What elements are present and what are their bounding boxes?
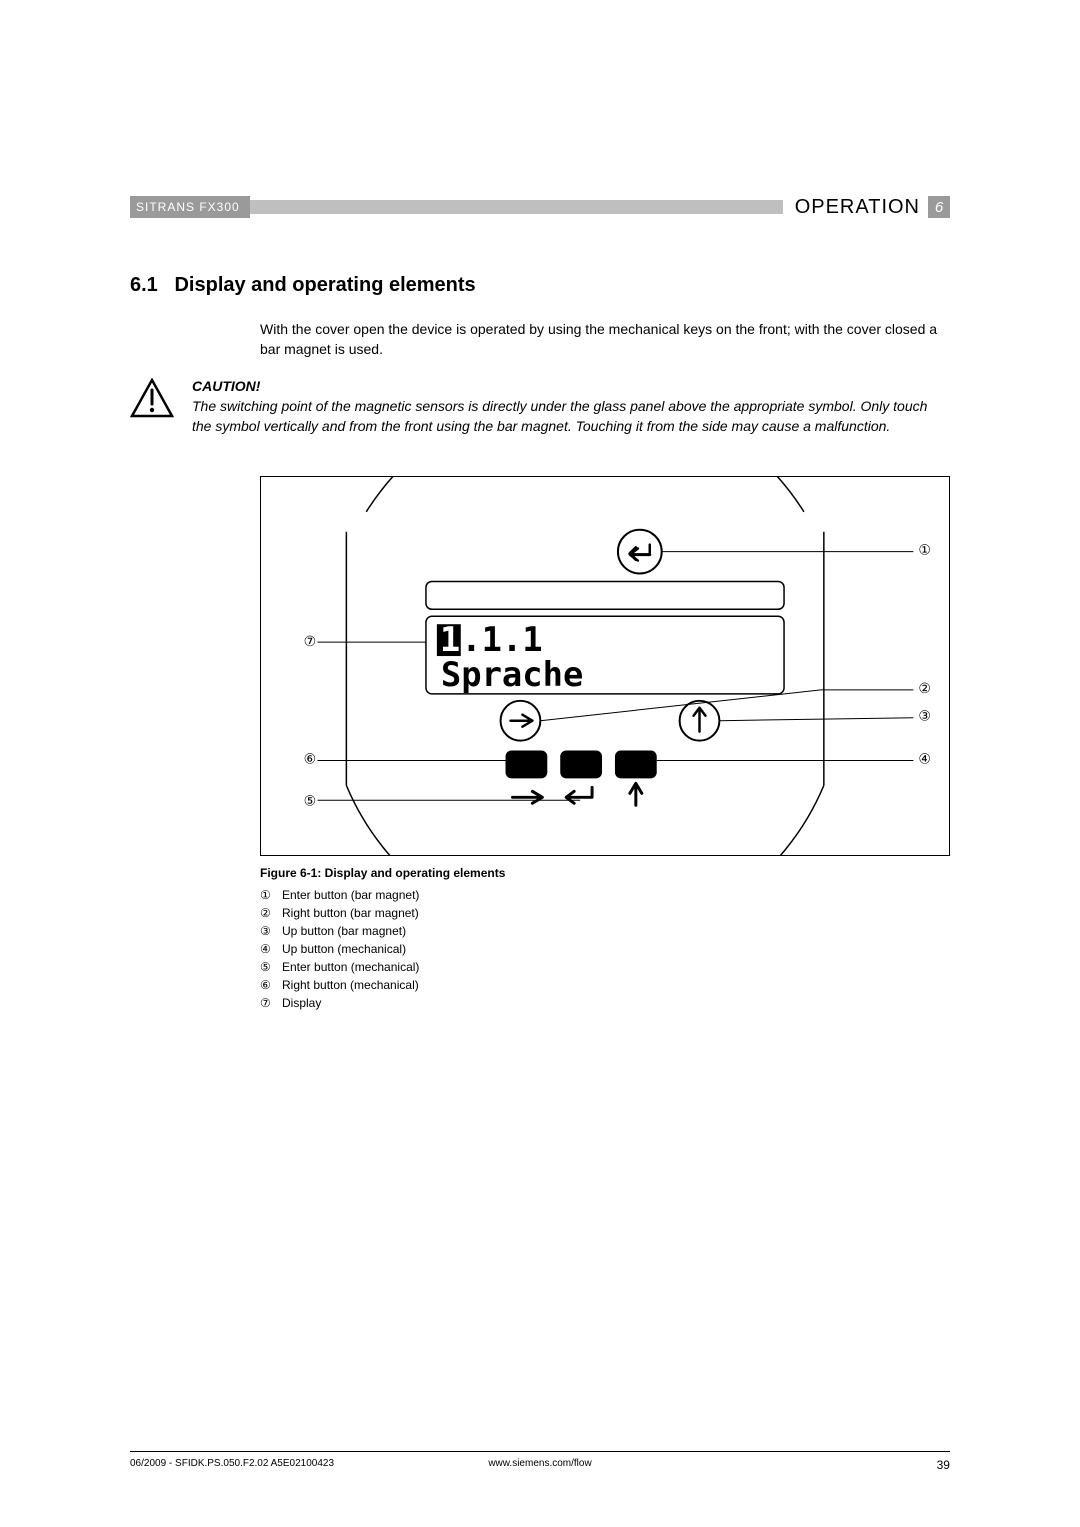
caution-icon xyxy=(130,378,174,437)
intro-paragraph: With the cover open the device is operat… xyxy=(260,319,950,360)
callout-7: ⑦ xyxy=(304,633,316,649)
section-number: 6.1 xyxy=(130,274,158,296)
figure-diagram: ① ② ③ ④ ⑤ ⑥ ⑦ xyxy=(260,476,950,856)
header-divider xyxy=(250,200,783,214)
legend-row: ④ Up button (mechanical) xyxy=(260,940,950,958)
callout-6: ⑥ xyxy=(304,751,316,767)
caution-title: CAUTION! xyxy=(192,378,950,394)
legend-row: ⑤ Enter button (mechanical) xyxy=(260,958,950,976)
chapter-label: OPERATION xyxy=(783,196,928,219)
section-heading: 6.1 Display and operating elements xyxy=(130,274,950,297)
legend-text: Enter button (bar magnet) xyxy=(282,886,419,904)
legend-text: Right button (bar magnet) xyxy=(282,904,419,922)
chapter-number: 6 xyxy=(928,196,950,218)
caution-block: CAUTION! The switching point of the magn… xyxy=(130,378,950,437)
callout-1: ① xyxy=(918,542,930,558)
section-title: Display and operating elements xyxy=(174,274,475,296)
legend-text: Right button (mechanical) xyxy=(282,976,419,994)
legend-num: ⑤ xyxy=(260,958,276,976)
legend-text: Up button (mechanical) xyxy=(282,940,406,958)
callout-5: ⑤ xyxy=(304,792,316,808)
legend-text: Up button (bar magnet) xyxy=(282,922,406,940)
svg-text:1: 1 xyxy=(440,620,460,659)
legend-num: ⑥ xyxy=(260,976,276,994)
product-name: SITRANS FX300 xyxy=(130,196,250,218)
legend-text: Enter button (mechanical) xyxy=(282,958,419,976)
legend-num: ① xyxy=(260,886,276,904)
footer-left: 06/2009 - SFIDK.PS.050.F2.02 A5E02100423 xyxy=(130,1458,403,1472)
callout-3: ③ xyxy=(918,708,930,724)
callout-4: ④ xyxy=(918,751,930,767)
callout-2: ② xyxy=(918,680,930,696)
caution-text: CAUTION! The switching point of the magn… xyxy=(192,378,950,437)
legend-row: ③ Up button (bar magnet) xyxy=(260,922,950,940)
footer-center: www.siemens.com/flow xyxy=(403,1458,676,1472)
intro-block: With the cover open the device is operat… xyxy=(260,319,950,360)
page: SITRANS FX300 OPERATION 6 6.1 Display an… xyxy=(0,0,1080,1527)
figure-legend: ① Enter button (bar magnet) ② Right butt… xyxy=(260,886,950,1012)
legend-num: ③ xyxy=(260,922,276,940)
legend-num: ⑦ xyxy=(260,994,276,1012)
legend-num: ④ xyxy=(260,940,276,958)
figure-caption: Figure 6-1: Display and operating elemen… xyxy=(260,866,950,880)
caution-body: The switching point of the magnetic sens… xyxy=(192,396,950,437)
legend-row: ② Right button (bar magnet) xyxy=(260,904,950,922)
legend-num: ② xyxy=(260,904,276,922)
display-line2: Sprache xyxy=(441,655,584,694)
figure-block: ① ② ③ ④ ⑤ ⑥ ⑦ xyxy=(260,476,950,1012)
page-footer: 06/2009 - SFIDK.PS.050.F2.02 A5E02100423… xyxy=(130,1451,950,1472)
legend-row: ① Enter button (bar magnet) xyxy=(260,886,950,904)
legend-row: ⑥ Right button (mechanical) xyxy=(260,976,950,994)
chapter-header: SITRANS FX300 OPERATION 6 xyxy=(130,195,950,219)
footer-page-number: 39 xyxy=(677,1458,950,1472)
legend-row: ⑦ Display xyxy=(260,994,950,1012)
legend-text: Display xyxy=(282,994,321,1012)
